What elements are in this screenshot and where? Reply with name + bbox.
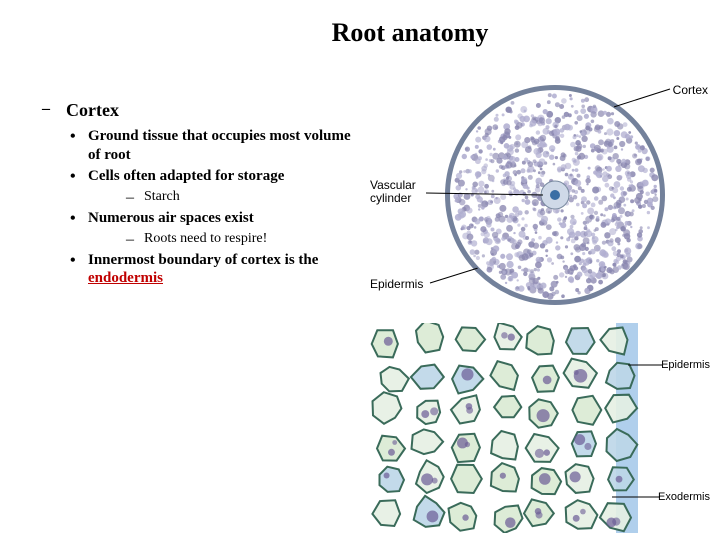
bullet-glyph: • (70, 167, 88, 187)
label-exodermis: Exodermis (658, 491, 710, 503)
bullet-glyph: • (70, 127, 88, 165)
figure-cell-closeup: Epidermis Exodermis (370, 323, 710, 533)
sub-text: Starch (144, 189, 180, 207)
sub-text: Roots need to respire! (144, 231, 267, 249)
figures: Cortex Vascular cylinder Epidermis Epide… (370, 75, 710, 533)
endodermis-term: endodermis (88, 270, 163, 286)
label-cortex: Cortex (673, 83, 708, 97)
sub-item: – Starch (126, 189, 362, 207)
bullet-item: • Numerous air spaces exist (70, 209, 362, 229)
bullet-text: Ground tissue that occupies most volume … (88, 127, 362, 165)
outline-heading-text: Cortex (66, 100, 119, 121)
bullet-glyph: • (70, 209, 88, 229)
outline: – Cortex • Ground tissue that occupies m… (42, 100, 362, 290)
bullet-text: Innermost boundary of cortex is the endo… (88, 251, 362, 289)
sub-list: – Roots need to respire! (70, 231, 362, 249)
bullet-text-prefix: Innermost boundary of cortex is the (88, 252, 318, 268)
outline-heading: – Cortex (42, 100, 362, 121)
label-epidermis-2: Epidermis (661, 359, 710, 371)
dash-glyph: – (42, 100, 66, 121)
bullet-item: • Ground tissue that occupies most volum… (70, 127, 362, 165)
page-title: Root anatomy (0, 0, 720, 48)
bullet-text: Numerous air spaces exist (88, 209, 254, 229)
bullet-item: • Cells often adapted for storage (70, 167, 362, 187)
sub-list: – Starch (70, 189, 362, 207)
bullet-glyph: • (70, 251, 88, 289)
bullet-item: • Innermost boundary of cortex is the en… (70, 251, 362, 289)
label-epidermis: Epidermis (370, 277, 423, 291)
bullet-text: Cells often adapted for storage (88, 167, 284, 187)
dash-glyph: – (126, 189, 144, 207)
sub-item: – Roots need to respire! (126, 231, 362, 249)
label-vascular-cylinder: Vascular cylinder (370, 179, 425, 205)
dash-glyph: – (126, 231, 144, 249)
figure-cross-section: Cortex Vascular cylinder Epidermis (370, 75, 710, 315)
bullet-list: • Ground tissue that occupies most volum… (42, 127, 362, 288)
